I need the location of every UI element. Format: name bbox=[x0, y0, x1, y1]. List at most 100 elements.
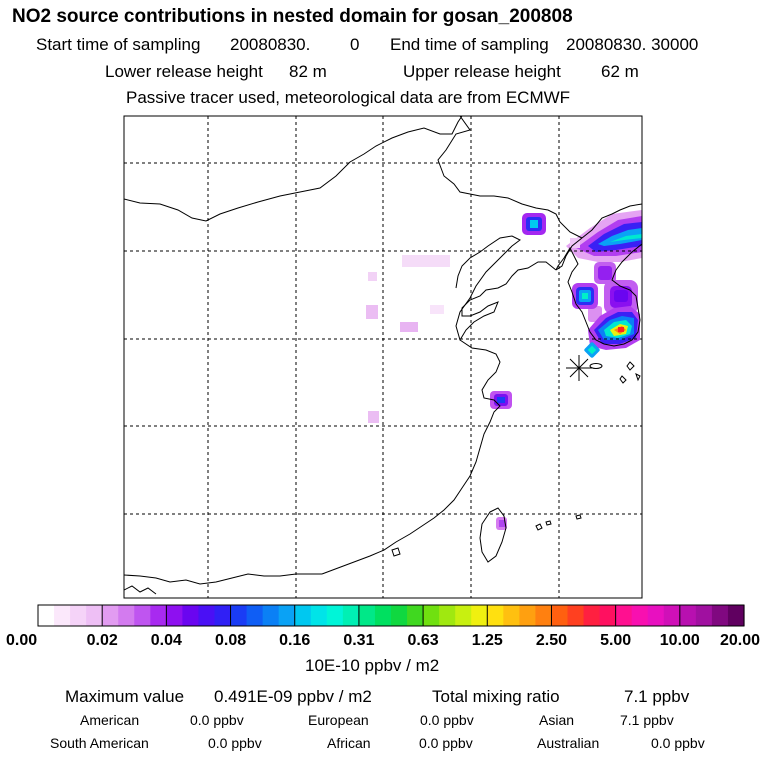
coast-bohai bbox=[455, 235, 521, 341]
colorbar-cell bbox=[166, 605, 184, 626]
end-time-label: End time of sampling bbox=[390, 35, 549, 54]
colorbar-cell bbox=[679, 605, 697, 626]
colorbar-cell bbox=[230, 605, 248, 626]
colorbar-frame bbox=[37, 604, 745, 627]
colorbar-cell bbox=[615, 605, 633, 626]
region-value-african: 0.0 ppbv bbox=[419, 735, 473, 751]
colorbar-tick-label: 0.63 bbox=[408, 632, 439, 649]
colorbar-unit: 10E-10 ppbv / m2 bbox=[305, 656, 440, 675]
colorbar-cell bbox=[583, 605, 601, 626]
max-value-label: Maximum value bbox=[65, 687, 185, 706]
lower-release-value: 82 m bbox=[289, 62, 327, 81]
colorbar-cell bbox=[214, 605, 232, 626]
colorbar-cell bbox=[102, 605, 119, 626]
colorbar-cell bbox=[70, 605, 87, 626]
region-name-asian: Asian bbox=[539, 712, 575, 728]
colorbar-cell bbox=[310, 605, 328, 626]
colorbar-tick-label: 10.00 bbox=[660, 632, 700, 649]
island-small bbox=[619, 375, 627, 384]
colorbar-tick-label: 0.08 bbox=[215, 632, 246, 649]
coast-korea-north bbox=[581, 203, 642, 239]
coastlines bbox=[124, 116, 642, 595]
colorbar-cell bbox=[471, 605, 488, 626]
lat-lon-grid bbox=[124, 116, 642, 598]
region-value-australian: 0.0 ppbv bbox=[651, 735, 705, 751]
colorbar-cell bbox=[118, 605, 135, 626]
start-time-hour: 0 bbox=[350, 35, 360, 54]
island-small bbox=[391, 547, 401, 557]
blob-northeast-point bbox=[522, 213, 546, 235]
source-contribution-field bbox=[366, 210, 642, 530]
colorbar-cell bbox=[487, 605, 504, 626]
colorbar-cell bbox=[631, 605, 649, 626]
colorbar-tick-label: 0.16 bbox=[279, 632, 310, 649]
region-value-american: 0.0 ppbv bbox=[190, 712, 244, 728]
island-small bbox=[545, 520, 552, 526]
coast-china-east bbox=[321, 261, 557, 575]
colorbar-tick-label: 0.31 bbox=[343, 632, 374, 649]
colorbar-cell bbox=[182, 605, 200, 626]
coast-korea-peninsula bbox=[555, 243, 642, 347]
colorbar-tick-label: 2.50 bbox=[536, 632, 567, 649]
colorbar-cell bbox=[262, 605, 280, 626]
receptor-marker bbox=[566, 355, 592, 381]
region-value-european: 0.0 ppbv bbox=[420, 712, 474, 728]
patch-faint bbox=[366, 305, 378, 319]
colorbar-cell bbox=[503, 605, 520, 626]
colorbar-cell bbox=[54, 605, 71, 626]
colorbar-cell bbox=[711, 605, 729, 626]
colorbar-cell bbox=[695, 605, 713, 626]
start-time-label: Start time of sampling bbox=[36, 35, 201, 54]
total-mixing-value: 7.1 ppbv bbox=[624, 687, 690, 706]
colorbar-cell bbox=[358, 605, 376, 626]
colorbar-tick-label: 0.02 bbox=[87, 632, 118, 649]
colorbar-cell bbox=[38, 605, 55, 626]
region-name-american: American bbox=[80, 712, 140, 728]
island-taiwan bbox=[479, 507, 507, 563]
blob-seoul-area bbox=[572, 283, 598, 309]
total-mixing-label: Total mixing ratio bbox=[432, 687, 560, 706]
coast-vietnam bbox=[124, 585, 157, 595]
colorbar-cell bbox=[455, 605, 472, 626]
colorbar-cell bbox=[278, 605, 296, 626]
colorbar-cell bbox=[391, 605, 408, 626]
colorbar-cell bbox=[246, 605, 264, 626]
colorbar-cell bbox=[567, 605, 585, 626]
region-name-south-american: South American bbox=[50, 735, 149, 751]
patch-faint bbox=[402, 255, 450, 267]
colorbar-cell bbox=[150, 605, 167, 626]
region-name-african: African bbox=[327, 735, 371, 751]
colorbar-cell bbox=[407, 605, 424, 626]
met-data-note: Passive tracer used, meteorological data… bbox=[126, 88, 571, 107]
page-title: NO2 source contributions in nested domai… bbox=[12, 6, 573, 27]
island-small bbox=[635, 373, 641, 382]
colorbar-cell bbox=[519, 605, 537, 626]
colorbar-tick-label: 0.04 bbox=[151, 632, 182, 649]
island-small bbox=[626, 361, 635, 371]
colorbar-cell bbox=[647, 605, 665, 626]
patch-faint bbox=[368, 411, 379, 423]
patch-faint bbox=[368, 272, 377, 281]
colorbar-cell bbox=[86, 605, 103, 626]
colorbar-cell bbox=[551, 605, 569, 626]
colorbar-cell bbox=[294, 605, 312, 626]
colorbar-cell bbox=[535, 605, 553, 626]
patch-faint bbox=[400, 322, 418, 332]
blob-manchuria bbox=[566, 210, 642, 262]
colorbar-cell bbox=[727, 605, 745, 626]
border-mongolia bbox=[124, 116, 463, 222]
colorbar-tick-label: 0.00 bbox=[6, 632, 37, 649]
border-south-china bbox=[124, 573, 322, 585]
island-small bbox=[535, 523, 543, 531]
colorbar-cell bbox=[599, 605, 617, 626]
upper-release-label: Upper release height bbox=[403, 62, 561, 81]
lower-release-label: Lower release height bbox=[105, 62, 263, 81]
island-small bbox=[575, 514, 582, 520]
colorbar-tick-label: 5.00 bbox=[600, 632, 631, 649]
start-time-value: 20080830. bbox=[230, 35, 311, 54]
upper-release-value: 62 m bbox=[601, 62, 639, 81]
map-frame bbox=[123, 115, 643, 599]
colorbar-cell bbox=[198, 605, 216, 626]
